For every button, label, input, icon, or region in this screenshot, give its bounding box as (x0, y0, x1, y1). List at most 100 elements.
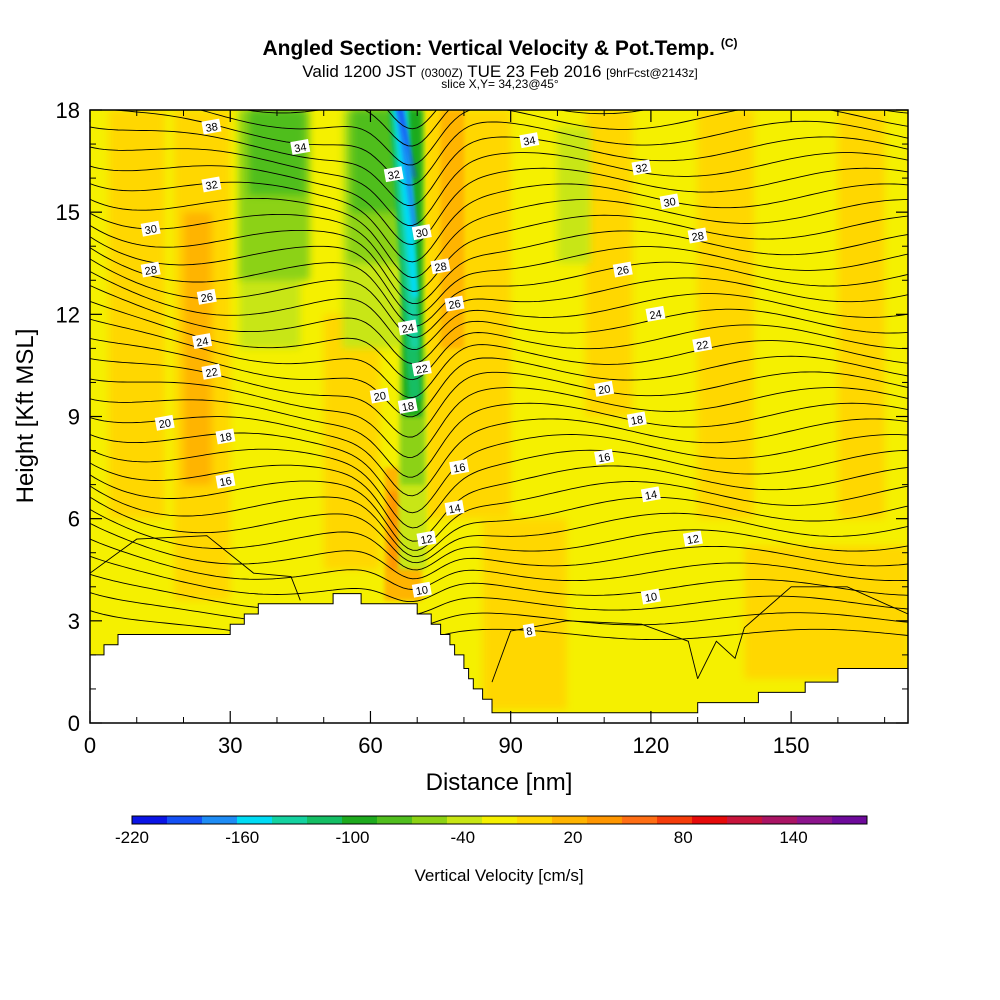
contour-label-text: 28 (434, 261, 448, 275)
colorbar-frame (131, 815, 868, 825)
velocity-cell (108, 110, 165, 519)
colorbar-swatch (832, 816, 868, 824)
velocity-cell (837, 110, 885, 519)
contour-label-text: 14 (644, 489, 658, 503)
theta-contour (110, 110, 908, 186)
colorbar-swatch (727, 816, 763, 824)
contour-label-text: 28 (691, 230, 705, 244)
contour-label-text: 28 (144, 264, 158, 278)
x-tick-label: 120 (633, 733, 670, 758)
contour-label-text: 22 (205, 366, 219, 380)
contour-label: 32 (631, 159, 652, 176)
contour-label: 22 (692, 336, 713, 353)
chart-title-suffix: (C) (720, 36, 738, 50)
y-tick-label: 0 (68, 711, 80, 736)
theta-contour (90, 535, 301, 601)
contour-label: 16 (449, 459, 470, 476)
x-axis-title: Distance [nm] (426, 769, 573, 796)
velocity-cell (426, 110, 511, 519)
theta-contour (90, 573, 908, 616)
theta-contour (198, 110, 908, 166)
colorbar: -220 -160 -100 -40 20 80 140 (115, 815, 868, 847)
theta-contour (90, 318, 908, 398)
contour-label: 34 (519, 132, 540, 149)
x-tick-label: 60 (358, 733, 382, 758)
contour-label-text: 26 (448, 298, 462, 312)
contour-label: 28 (430, 258, 451, 275)
contour-label-text: 14 (448, 502, 462, 516)
theta-contour (90, 285, 908, 365)
contour-label: 24 (192, 333, 213, 350)
colorbar-swatch (237, 816, 273, 824)
contour-label: 18 (626, 411, 647, 428)
velocity-cell (482, 518, 567, 710)
x-tick-label: 30 (218, 733, 242, 758)
contour-label-text: 20 (597, 383, 611, 397)
contour-label-text: 34 (522, 135, 536, 149)
y-tick-label: 9 (68, 405, 80, 430)
contour-label-text: 30 (144, 223, 158, 237)
chart-title: Angled Section: Vertical Velocity & Pot.… (0, 36, 1000, 61)
contour-label: 10 (411, 581, 432, 598)
contour-label: 38 (201, 118, 222, 135)
downdraft-core (396, 110, 418, 230)
theta-contour (90, 300, 908, 381)
contour-label-text: 24 (649, 308, 663, 322)
contour-label-text: 20 (373, 390, 387, 404)
contour-label: 22 (411, 360, 432, 377)
colorbar-swatch (342, 816, 378, 824)
contour-label-text: 32 (387, 169, 401, 183)
theta-contour (90, 247, 908, 327)
contour-label: 28 (140, 261, 161, 278)
theta-contour (90, 378, 908, 458)
theta-contour (90, 474, 908, 551)
colorbar-tick-label: 140 (779, 828, 807, 847)
contour-label: 10 (640, 588, 661, 605)
contour-label-text: 22 (695, 339, 709, 353)
theta-contour (90, 337, 908, 418)
contour-label: 16 (215, 472, 236, 489)
theta-contour (90, 610, 908, 642)
theta-contour (90, 555, 908, 603)
contour-label-text: 12 (420, 533, 434, 547)
contour-label: 14 (640, 486, 661, 503)
contour-label: 22 (201, 363, 222, 380)
colorbar-title: Vertical Velocity [cm/s] (414, 866, 583, 885)
contour-label-text: 22 (415, 363, 429, 377)
contour-label: 8 (522, 623, 536, 638)
chart-subtitle: Valid 1200 JST (0300Z) TUE 23 Feb 2016 [… (0, 62, 1000, 82)
colorbar-swatch (587, 816, 623, 824)
contour-label: 20 (154, 414, 175, 431)
contour-label-text: 10 (415, 584, 429, 598)
x-tick-label: 0 (84, 733, 96, 758)
y-tick-label: 15 (56, 200, 80, 225)
contour-label-text: 32 (635, 162, 649, 176)
theta-contour (90, 236, 908, 316)
velocity-cell (697, 110, 754, 519)
theta-contour (90, 126, 908, 206)
contour-label: 28 (687, 227, 708, 244)
valid-time: Valid 1200 JST (302, 62, 417, 81)
colorbar-tick-label: -100 (335, 828, 369, 847)
velocity-cell (744, 545, 908, 679)
theta-contour (90, 197, 908, 279)
contour-label: 20 (594, 380, 615, 397)
contour-label: 34 (290, 139, 311, 155)
contour-label-text: 30 (415, 227, 429, 241)
contour-label-text: 38 (205, 121, 219, 135)
contour-label: 12 (416, 530, 437, 547)
contour-label: 30 (140, 220, 161, 237)
valid-utc: (0300Z) (420, 66, 463, 80)
potential-temperature-contours (90, 110, 908, 683)
contour-label-text: 12 (686, 533, 700, 547)
colorbar-tick-label: -40 (450, 828, 475, 847)
contour-label: 24 (397, 319, 418, 336)
colorbar-swatch (692, 816, 728, 824)
contour-label: 26 (444, 295, 465, 312)
colorbar-swatch (167, 816, 203, 824)
theta-contour (90, 398, 908, 478)
contour-label-text: 32 (205, 179, 219, 193)
theta-contour (90, 462, 908, 542)
theta-contour (90, 225, 908, 305)
y-axis-title: Height [Kft MSL] (12, 329, 39, 504)
